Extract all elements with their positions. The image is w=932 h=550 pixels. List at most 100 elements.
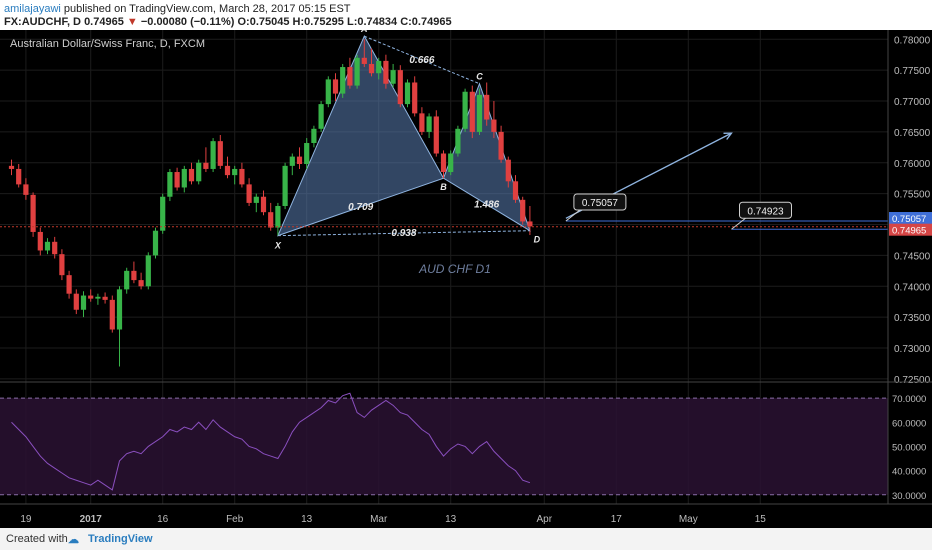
time-tick-label: 15 <box>755 514 767 525</box>
candle-body <box>203 162 209 169</box>
time-tick-label: 17 <box>611 514 623 525</box>
price-tick-label: 0.77000 <box>894 97 931 108</box>
candle-body <box>520 199 526 222</box>
callout-pointer <box>731 217 746 230</box>
axis-price-badge-label: 0.74965 <box>892 226 926 237</box>
callout-price-label: 0.74923 <box>747 206 784 217</box>
candle-body <box>390 70 396 84</box>
callout-pointer <box>565 209 581 222</box>
price-tick-label: 0.76500 <box>894 128 931 139</box>
xd-dashed-line <box>277 230 530 237</box>
price-tick-label: 0.77500 <box>894 66 931 77</box>
candle-body <box>498 131 504 160</box>
candle-body <box>174 172 180 188</box>
high-value: H:0.75295 <box>292 16 344 28</box>
price-tick-label: 0.72500 <box>894 375 931 386</box>
candle-body <box>188 168 195 182</box>
candle-body <box>138 280 144 287</box>
candle-body <box>426 116 432 132</box>
candle-body <box>311 128 317 144</box>
time-tick-label: 13 <box>301 514 313 525</box>
candle-body <box>16 168 22 185</box>
time-tick-label: 16 <box>157 514 169 525</box>
open-value: O:0.75045 <box>237 16 290 28</box>
symbol-line: FX:AUDCHF, D 0.74965 ▼ −0.00080 (−0.11%)… <box>4 16 452 28</box>
candle-body <box>88 295 94 299</box>
down-arrow-icon: ▼ <box>126 16 138 28</box>
candle-body <box>160 196 166 231</box>
candle-body <box>347 67 353 86</box>
candle-body <box>340 67 346 94</box>
chart-area[interactable]: Australian Dollar/Swiss Franc, D, FXCM A… <box>0 30 932 528</box>
pattern-xab-triangle <box>276 35 445 237</box>
price-tick-label: 0.74500 <box>894 251 931 262</box>
candle-body <box>80 295 87 310</box>
callout-box <box>573 193 627 211</box>
candle-body <box>66 275 72 294</box>
candle-body <box>491 119 497 132</box>
time-tick-label: 2017 <box>80 514 103 525</box>
rsi-tick-label: 50.0000 <box>892 442 926 453</box>
callout-box <box>739 201 792 219</box>
candle-body <box>131 270 137 281</box>
candle-body <box>455 128 461 154</box>
candle-body <box>30 194 36 232</box>
published-text: published on TradingView.com, March 28, … <box>63 3 351 15</box>
price-tick-label: 0.76000 <box>894 159 931 170</box>
candle-body <box>181 168 187 188</box>
candle-body <box>376 60 382 74</box>
price-tick-label: 0.74000 <box>894 282 931 293</box>
rsi-band <box>0 398 888 495</box>
time-tick-label: 19 <box>20 514 32 525</box>
rsi-tick-label: 30.0000 <box>892 491 926 502</box>
axis-price-badge <box>889 212 932 225</box>
ratio-xd-label: 0.938 <box>391 228 416 239</box>
candle-body <box>296 156 303 165</box>
projection-arrowhead <box>723 132 733 140</box>
candle-body <box>116 289 123 330</box>
candle-body <box>260 196 267 213</box>
candle-body <box>196 162 202 182</box>
tradingview-logo-icon: ☁ <box>68 534 79 546</box>
time-tick-label: Apr <box>537 514 553 525</box>
candle-body <box>318 104 324 129</box>
author-link[interactable]: amilajayawi <box>4 3 61 15</box>
candle-body <box>102 296 108 300</box>
created-with-text: Created with <box>6 533 68 545</box>
chart-title: Australian Dollar/Swiss Franc, D, FXCM <box>10 38 205 50</box>
close-value: C:0.74965 <box>400 16 452 28</box>
candle-body <box>354 57 360 86</box>
callout-price-label: 0.75057 <box>582 198 619 209</box>
candle-body <box>404 82 411 105</box>
pattern-bcd-triangle <box>442 82 531 232</box>
ratio-xb-label: 0.709 <box>348 202 373 213</box>
tradingview-brand-link[interactable]: TradingView <box>88 533 153 545</box>
change-value: −0.00080 (−0.11%) <box>140 16 235 28</box>
ac-dashed-line <box>364 35 480 85</box>
price-tick-label: 0.78000 <box>894 35 931 46</box>
axis-price-badge <box>889 223 932 236</box>
candle-body <box>232 168 238 176</box>
candle-body <box>73 293 79 310</box>
candle-body <box>268 212 274 228</box>
candle-body <box>304 143 310 165</box>
ratio-bd-label: 1.486 <box>474 199 499 210</box>
candle-body <box>23 184 29 195</box>
time-tick-label: Feb <box>226 514 244 525</box>
candle-body <box>419 113 425 132</box>
pattern-point-label: D <box>534 235 541 245</box>
candle-body <box>448 153 454 173</box>
candle-body <box>397 70 403 105</box>
time-tick-label: 13 <box>445 514 457 525</box>
low-value: L:0.74834 <box>346 16 398 28</box>
candle-body <box>469 91 475 132</box>
candle-body <box>462 91 468 129</box>
rsi-tick-label: 40.0000 <box>892 467 926 478</box>
candle-body <box>124 270 130 290</box>
candle-body <box>246 184 252 203</box>
publish-line: amilajayawi published on TradingView.com… <box>4 3 351 15</box>
candle-body <box>224 165 231 176</box>
pattern-point-label: B <box>440 182 447 192</box>
pattern-watermark: AUD CHF D1 <box>418 262 491 276</box>
candle-body <box>37 231 43 251</box>
